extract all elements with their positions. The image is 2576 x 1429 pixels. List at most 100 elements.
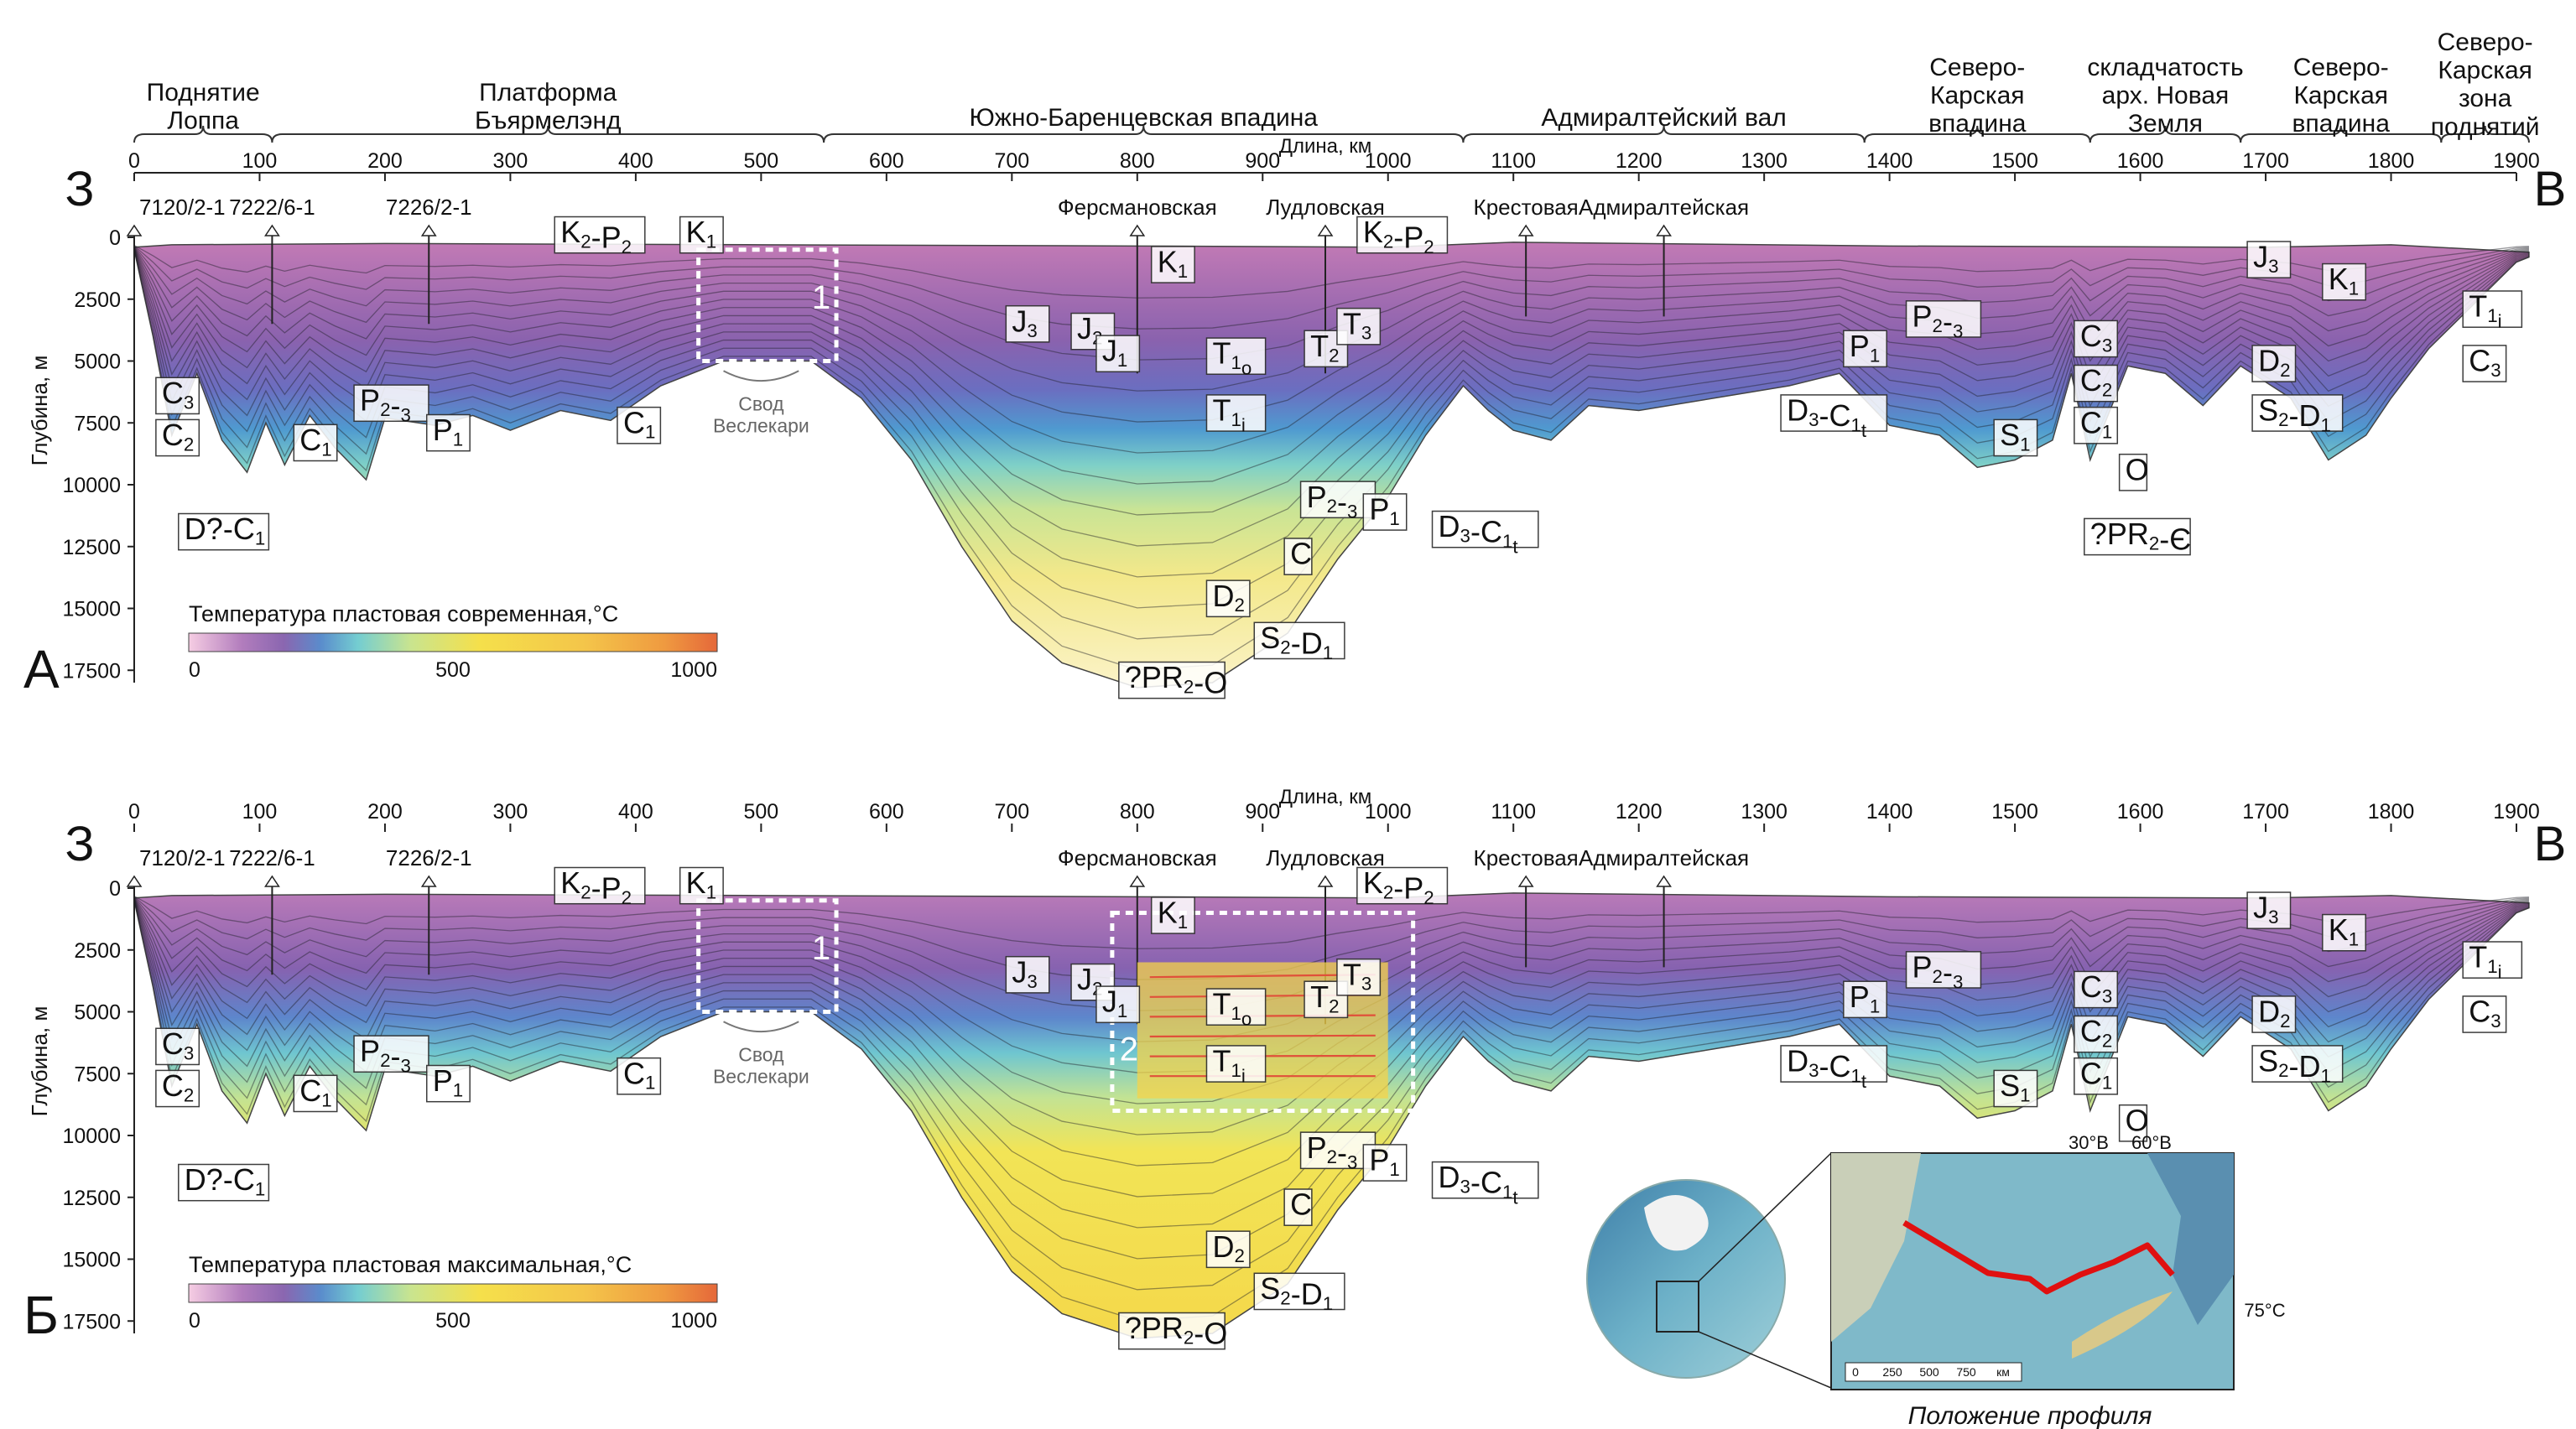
inset-caption: Положение профиля (1908, 1402, 2152, 1429)
strata-label: K1 (1150, 245, 1195, 283)
svg-text:P2-3: P2-3 (1307, 1130, 1358, 1173)
scale-label: 750 (1956, 1365, 1976, 1379)
svg-text:T1i: T1i (2469, 289, 2501, 332)
y-tick-label: 10000 (62, 474, 121, 497)
svg-text:J1: J1 (1102, 334, 1127, 371)
y-tick-label: 17500 (62, 1310, 121, 1333)
svg-text:K2-P2: K2-P2 (560, 865, 632, 908)
inset-connector (1698, 1152, 1832, 1282)
svg-text:J3: J3 (2253, 891, 2278, 928)
horizon-line (133, 246, 2530, 392)
region-header: Поднятие Лоппа Платформа Бъярмелэнд Южно-Бар… (133, 29, 2540, 143)
svg-text:P1: P1 (1369, 1143, 1399, 1180)
svg-text:K2-P2: K2-P2 (560, 215, 632, 257)
horizon-line (133, 896, 2529, 980)
svg-text:K1: K1 (686, 215, 716, 252)
region-label: Северо-Карская впадина (2292, 54, 2391, 138)
well-label: Крестовая (1474, 845, 1579, 870)
x-tick-label: 1000 (1365, 149, 1412, 173)
svg-text:P1: P1 (1369, 492, 1399, 529)
y-tick-label: 2500 (74, 939, 121, 963)
well-label: 7120/2-1 (139, 845, 226, 870)
greenland-icon (1644, 1195, 1709, 1251)
svod-brace (723, 370, 799, 382)
strata-label: T3 (1336, 957, 1382, 996)
region-box-1-label: 1 (812, 930, 830, 967)
svg-text:C2: C2 (162, 1068, 194, 1105)
svg-text:S2-D1: S2-D1 (2258, 1044, 2331, 1087)
svg-text:C3: C3 (2469, 344, 2501, 381)
colorbar-tick-label: 0 (189, 658, 200, 682)
strata-label: J1 (1095, 985, 1141, 1024)
region-label: Южно-Баренцевская впадина (970, 104, 1319, 132)
x-tick-label: 500 (744, 800, 779, 824)
strata-label: K1 (2322, 262, 2366, 301)
strata-label: K1 (679, 865, 724, 905)
strata-label: K2-P2 (1356, 215, 1449, 257)
horizon-line (133, 246, 2530, 423)
strata-label: C2 (2074, 363, 2119, 403)
svg-text:C3: C3 (2080, 969, 2112, 1006)
well-label: 7120/2-1 (139, 195, 226, 220)
west-label: З (65, 817, 94, 871)
svg-text:D3-C1t: D3-C1t (1787, 393, 1867, 441)
strata-label: C1 (617, 405, 662, 444)
svg-text:T1i: T1i (1212, 393, 1245, 436)
svg-text:P1: P1 (1850, 980, 1880, 1016)
region-box-2-label: 2 (1120, 1031, 1138, 1068)
svg-text:P1: P1 (433, 413, 463, 449)
x-tick-label: 500 (744, 149, 779, 173)
strata-label: D3-C1t (1431, 509, 1539, 558)
svg-text:K1: K1 (686, 865, 716, 902)
svg-text:S2-D1: S2-D1 (1260, 1271, 1333, 1314)
strata-label: S2-D1 (2251, 1044, 2344, 1087)
strata-label: C2 (2074, 1014, 2119, 1053)
x-tick-label: 1800 (2368, 149, 2415, 173)
strata-label: P1 (425, 1063, 471, 1103)
well-marker-icon (264, 224, 280, 236)
strata-label: C1 (293, 1073, 338, 1113)
x-tick-label: 300 (493, 149, 528, 173)
svg-text:C1: C1 (2080, 1056, 2112, 1093)
strata-label: S1 (1993, 418, 2038, 457)
strata-label: C3 (2074, 319, 2119, 358)
x-tick-label: 1400 (1866, 800, 1913, 824)
svg-text:C3: C3 (162, 376, 194, 413)
region-brace (133, 125, 273, 143)
strata-label: C3 (155, 1026, 200, 1066)
svg-text:C: C (1290, 1187, 1312, 1222)
y-tick-label: 7500 (74, 412, 121, 435)
svod-label: Свод Веслекари (713, 393, 809, 437)
svg-text:?PR2-Є: ?PR2-Є (2090, 517, 2191, 556)
horizon-line (133, 249, 2530, 671)
strata-label: J3 (2246, 240, 2292, 278)
x-tick-label: 1100 (1491, 800, 1536, 824)
strata-label: K2-P2 (1356, 865, 1449, 908)
panel-letter: А (23, 639, 60, 699)
well-marker-icon (1317, 224, 1334, 236)
strata-label: C3 (2462, 344, 2507, 382)
east-label: В (2534, 162, 2567, 216)
region-brace (271, 125, 825, 143)
colorbar (188, 1283, 718, 1303)
strata-label: K2-P2 (554, 865, 646, 908)
x-tick-label: 100 (242, 149, 278, 173)
x-tick-label: 300 (493, 800, 528, 824)
x-tick-label: 1200 (1616, 800, 1663, 824)
well-label: Лудловская (1266, 845, 1385, 870)
colorbar-tick-label: 1000 (670, 1309, 717, 1333)
well-marker-icon (126, 875, 143, 887)
strata-label: S2-D1 (2251, 393, 2344, 435)
well-marker-icon (420, 224, 437, 236)
region-label: Адмиралтейский вал (1541, 104, 1786, 132)
svg-text:C2: C2 (2080, 1014, 2112, 1051)
y-axis-title: Глубина, м (27, 356, 52, 466)
colorbar (188, 632, 718, 652)
y-tick-label: 0 (109, 877, 121, 901)
x-tick-label: 1500 (1991, 800, 2038, 824)
svg-text:C1: C1 (299, 1073, 331, 1110)
well-marker-icon (420, 875, 437, 887)
svg-text:K2-P2: K2-P2 (1363, 215, 1434, 257)
strata-label: D3-C1t (1431, 1160, 1539, 1208)
well-marker-icon (1517, 224, 1534, 236)
